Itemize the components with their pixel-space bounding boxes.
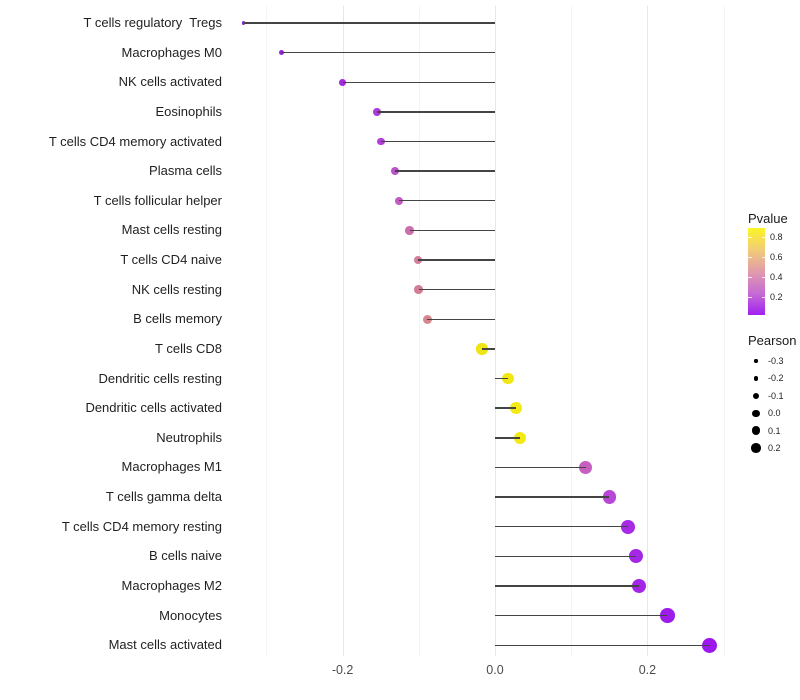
y-axis-label: Macrophages M1 [121,459,222,475]
lollipop-stem [495,407,517,409]
pearson-size-label: 0.1 [768,425,781,436]
lollipop-stem [495,377,508,380]
gridline-major [647,6,649,656]
lollipop-stem [409,229,495,232]
lollipop-stem [281,51,495,54]
lollipop-dot [414,285,424,295]
lollipop-stem [482,348,495,350]
lollipop-stem [418,288,495,291]
colorbar-tick-label: 0.4 [770,272,783,282]
lollipop-stem [243,22,495,24]
y-axis-label: T cells CD4 memory activated [48,133,222,149]
x-axis-tick-label: 0.0 [486,663,504,677]
pearson-size-label: -0.1 [768,390,784,401]
lollipop-dot [394,196,404,205]
lollipop-stem [427,318,495,320]
lollipop-stem [376,111,495,113]
y-axis-label: Macrophages M0 [121,44,222,60]
lollipop-stem [495,526,629,528]
lollipop-stem [495,644,710,646]
pvalue-legend-title: Pvalue [748,211,788,226]
y-axis-label: NK cells resting [131,281,222,297]
y-axis-label: B cells memory [133,311,222,327]
y-axis-label: Monocytes [159,607,222,623]
colorbar-tick-mark [748,257,752,258]
gridline-major [495,6,496,656]
lollipop-stem [395,170,495,172]
lollipop-dot [241,21,246,25]
gridline-minor [723,6,725,656]
y-axis-label: Mast cells resting [121,222,222,238]
pearson-size-dot [751,426,761,435]
pearson-size-dot [752,409,760,417]
colorbar-tick-mark [761,237,765,238]
colorbar-tick-mark [761,257,765,258]
gridline-minor [266,6,268,656]
y-axis-label: T cells CD8 [155,340,222,356]
lollipop-stem [342,81,495,83]
lollipop-dot [628,549,643,564]
pearson-size-dot [754,359,758,363]
colorbar-tick-label: 0.8 [770,232,783,242]
y-axis-label: Eosinophils [155,103,223,119]
pearson-size-dot [751,443,761,453]
pearson-size-label: -0.3 [768,356,784,366]
x-axis-tick-label: 0.2 [638,663,657,677]
colorbar-tick-label: 0.2 [770,292,783,302]
y-axis-label: T cells regulatory Tregs [83,15,222,30]
lollipop-stem [398,200,495,202]
y-axis-label: Neutrophils [156,429,222,445]
lollipop-stem [495,614,668,617]
lollipop-stem [495,466,586,469]
lollipop-stem [495,496,610,498]
y-axis-label: Dendritic cells activated [85,400,222,416]
gridline-minor [418,6,420,656]
y-axis-label: Macrophages M2 [121,577,222,593]
lollipop-stem [495,437,521,439]
lollipop-stem [495,585,640,587]
y-axis-label: T cells CD4 naive [120,252,222,268]
y-axis-label: T cells gamma delta [105,489,222,505]
y-axis-label: Dendritic cells resting [98,370,222,386]
x-axis-tick-label: -0.2 [331,663,354,677]
pearson-size-label: -0.2 [768,373,784,384]
colorbar-tick-label: 0.6 [770,252,783,262]
pearson-size-label: 0.0 [768,408,781,419]
lollipop-dot [659,608,675,623]
y-axis-label: NK cells activated [118,74,222,90]
gridline-minor [571,6,573,656]
colorbar-tick-mark [761,297,765,298]
pearson-size-label: 0.2 [768,443,781,453]
gridline-major [342,6,344,656]
pvalue-colorbar [748,228,765,315]
lollipop-dot [702,637,718,653]
pearson-size-dot [752,392,760,399]
colorbar-tick-mark [748,297,752,298]
pearson-size-dot [753,376,759,381]
y-axis-label: Mast cells activated [108,637,222,653]
y-axis-label: B cells naive [149,548,222,564]
y-axis-label: T cells CD4 memory resting [61,518,222,534]
y-axis-label: T cells follicular helper [93,192,222,208]
colorbar-tick-mark [748,277,752,278]
lollipop-stem [380,140,495,143]
lollipop-dot [413,255,423,265]
colorbar-tick-mark [748,237,752,238]
lollipop-stem [495,555,636,558]
pearson-legend-title: Pearson [748,333,797,348]
lollipop-stem [418,259,495,261]
y-axis-label: Plasma cells [149,163,222,179]
colorbar-tick-mark [761,277,765,278]
